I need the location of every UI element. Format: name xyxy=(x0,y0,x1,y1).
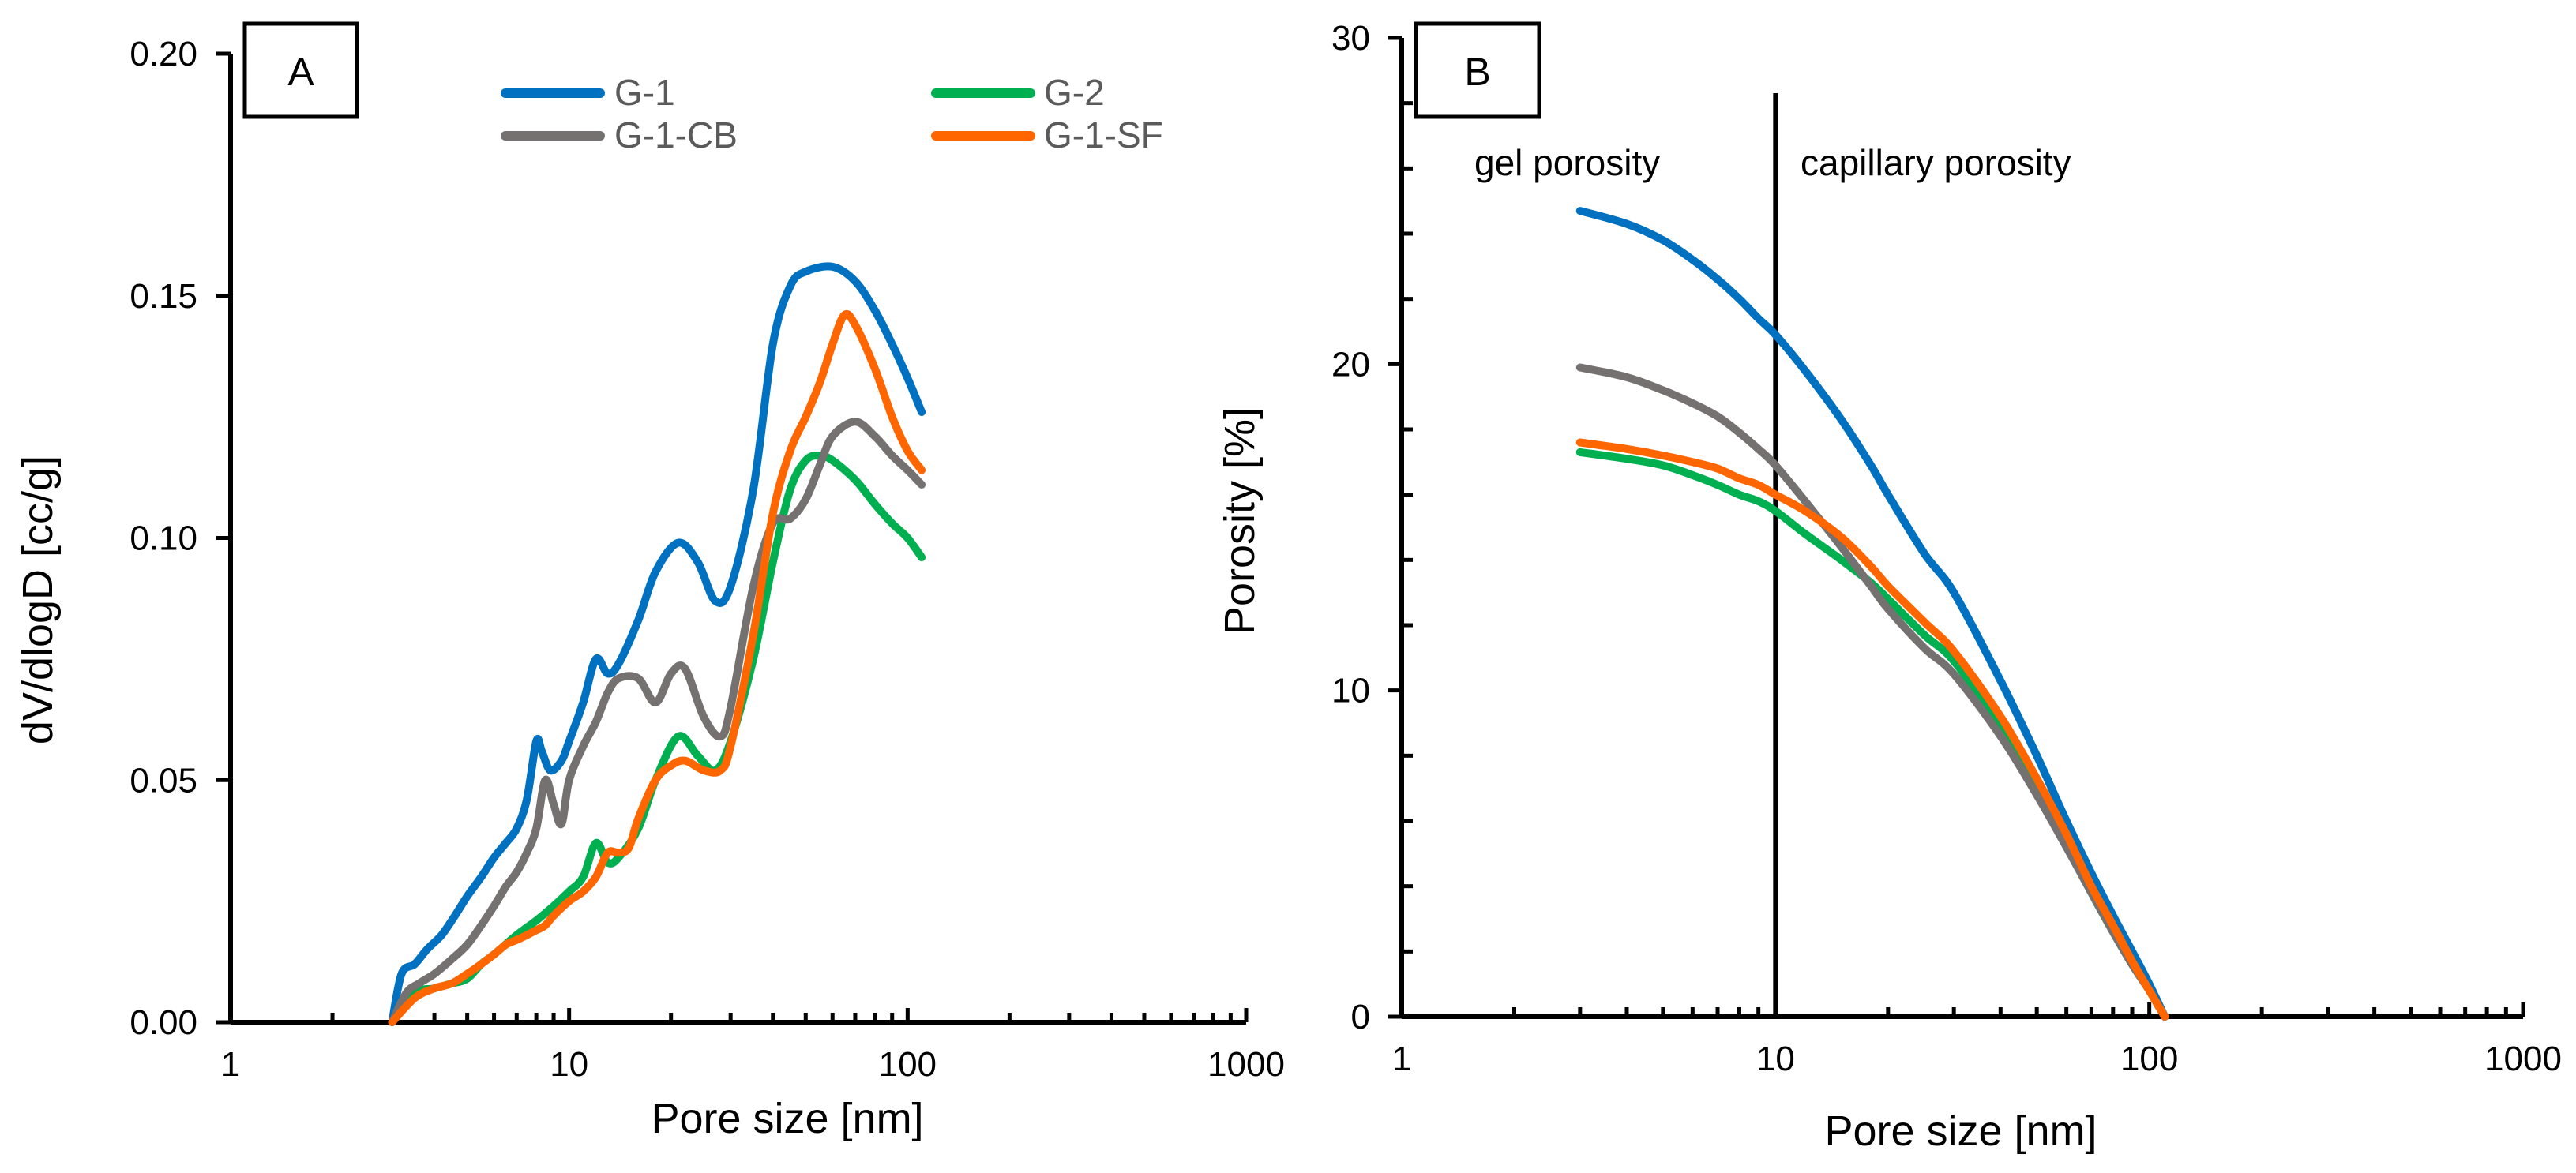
x-tick-label: 100 xyxy=(2120,1040,2178,1078)
series-line-b-g-2 xyxy=(1575,448,2169,1021)
y-tick-label: 0.15 xyxy=(130,277,197,316)
panel-b-x-axis-title: Pore size [nm] xyxy=(1824,1107,2097,1155)
y-tick-label: 20 xyxy=(1331,345,1370,384)
y-tick-label: 0.00 xyxy=(130,1003,197,1042)
series-line-a-g-1-sf xyxy=(388,309,926,1026)
panel-a: A G-1 G-2 G-1-CB G-1-SF dV/dlogD [cc/g] … xyxy=(14,21,1285,1142)
y-tick-label: 0.05 xyxy=(130,761,197,800)
series-line-a-g-1 xyxy=(388,262,926,1026)
panel-a-legend: G-1 G-2 G-1-CB G-1-SF xyxy=(501,72,1163,156)
legend-label-g-1-sf: G-1-SF xyxy=(1044,114,1163,156)
panel-b: B gel porosity capillary porosity Porosi… xyxy=(1216,19,2562,1155)
panel-a-x-axis-title: Pore size [nm] xyxy=(651,1095,923,1142)
annotation-capillary-porosity: capillary porosity xyxy=(1801,142,2071,183)
x-tick-label: 1000 xyxy=(1207,1045,1285,1084)
y-tick-label: 10 xyxy=(1331,672,1370,710)
series-line-b-g-1 xyxy=(1575,207,2169,1021)
panel-a-label-box: A xyxy=(242,21,359,119)
panel-b-y-axis-title: Porosity [%] xyxy=(1216,407,1264,635)
x-tick-label: 1 xyxy=(221,1045,240,1084)
y-tick-label: 0.10 xyxy=(130,519,197,558)
y-tick-label: 0 xyxy=(1351,998,1370,1036)
series-line-b-g-1-sf xyxy=(1575,438,2169,1021)
panel-b-label-frame xyxy=(1414,21,1541,119)
y-tick-label: 0.20 xyxy=(130,35,197,73)
panel-a-y-axis-title: dV/dlogD [cc/g] xyxy=(14,455,62,744)
x-tick-label: 1 xyxy=(1392,1040,1411,1078)
panel-a-letter: A xyxy=(287,50,314,94)
series-line-a-g-1-cb xyxy=(388,418,926,1026)
x-tick-label: 1000 xyxy=(2484,1040,2562,1078)
y-tick-label: 30 xyxy=(1331,19,1370,58)
x-tick-label: 10 xyxy=(550,1045,588,1084)
legend-label-g-2: G-2 xyxy=(1044,72,1105,113)
panel-b-label-box: B xyxy=(1414,21,1541,119)
panel-a-label-frame xyxy=(242,21,359,119)
legend-label-g-1-cb: G-1-CB xyxy=(614,114,738,156)
legend-label-g-1: G-1 xyxy=(614,72,675,113)
annotation-gel-porosity: gel porosity xyxy=(1474,142,1660,183)
x-tick-label: 10 xyxy=(1756,1040,1795,1078)
panel-b-letter: B xyxy=(1464,50,1490,94)
x-tick-label: 100 xyxy=(879,1045,937,1084)
